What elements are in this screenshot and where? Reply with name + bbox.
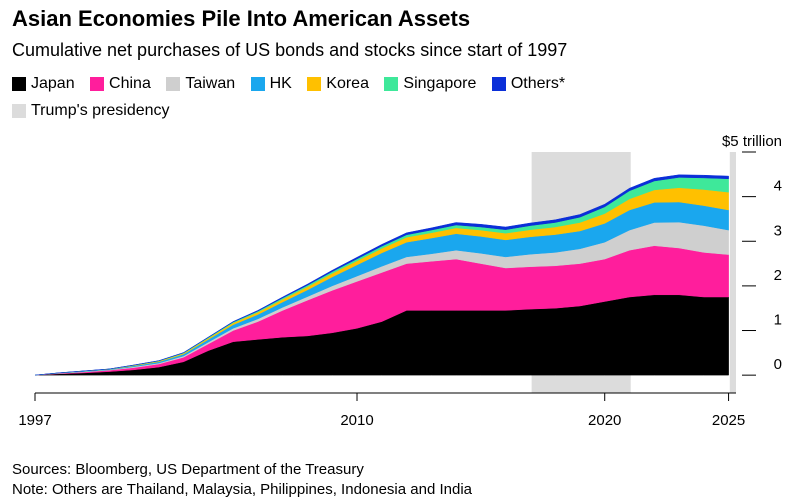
presidency-shade-2 xyxy=(729,152,736,393)
legend-item-others: Others* xyxy=(491,72,566,96)
y-tick-label-2: 2 xyxy=(774,267,782,284)
legend-swatch-japan xyxy=(12,77,26,91)
sources-note: Sources: Bloomberg, US Department of the… xyxy=(12,461,364,478)
footnotes: Sources: Bloomberg, US Department of the… xyxy=(12,460,472,500)
x-tick-label-1997: 1997 xyxy=(18,412,51,429)
legend-label-taiwan: Taiwan xyxy=(185,75,236,92)
legend-item-china: China xyxy=(90,72,151,96)
legend-label-others: Others* xyxy=(510,75,566,92)
stacked-area-chart: 1997 2010 2020 2025 0 1 2 3 4 $5 trillion xyxy=(18,133,782,429)
y-tick-label-0: 0 xyxy=(774,356,782,373)
others-note: Note: Others are Thailand, Malaysia, Phi… xyxy=(12,481,472,498)
legend-label-hk: HK xyxy=(269,75,292,92)
y-tick-label-4: 4 xyxy=(774,178,782,195)
legend-item-trump-presidency: Trump's presidency xyxy=(12,99,701,123)
legend-item-taiwan: Taiwan xyxy=(166,72,235,96)
legend-item-singapore: Singapore xyxy=(384,72,476,96)
area-others xyxy=(34,174,729,376)
legend-item-japan: Japan xyxy=(12,72,75,96)
y-tick-label-3: 3 xyxy=(774,222,782,239)
legend-swatch-trump-presidency xyxy=(12,104,26,118)
x-tick-label-2025: 2025 xyxy=(712,412,745,429)
legend-item-hk: HK xyxy=(250,72,292,96)
chart-subtitle: Cumulative net purchases of US bonds and… xyxy=(12,40,568,60)
legend-swatch-taiwan xyxy=(166,77,181,91)
y-unit-label: $5 trillion xyxy=(722,133,782,150)
legend-label-singapore: Singapore xyxy=(403,75,477,92)
axis-layer: 1997 2010 2020 2025 0 1 2 3 4 $5 trillion xyxy=(18,133,782,429)
legend-label-japan: Japan xyxy=(31,75,75,92)
legend-label-trump-presidency: Trump's presidency xyxy=(31,102,170,119)
x-tick-label-2020: 2020 xyxy=(588,412,621,429)
legend-swatch-hk xyxy=(250,77,265,91)
x-tick-label-2010: 2010 xyxy=(340,412,373,429)
legend-item-korea: Korea xyxy=(307,72,369,96)
chart-title: Asian Economies Pile Into American Asset… xyxy=(12,6,471,31)
legend-label-china: China xyxy=(109,75,151,92)
y-tick-label-1: 1 xyxy=(774,312,782,329)
legend: Japan China Taiwan HK Korea Singapore Ot… xyxy=(12,72,712,123)
legend-label-korea: Korea xyxy=(326,75,369,92)
area-series-layer xyxy=(34,174,729,376)
legend-swatch-china xyxy=(90,77,105,91)
legend-swatch-singapore xyxy=(384,77,399,91)
legend-swatch-korea xyxy=(307,77,322,91)
legend-swatch-others xyxy=(491,77,506,91)
